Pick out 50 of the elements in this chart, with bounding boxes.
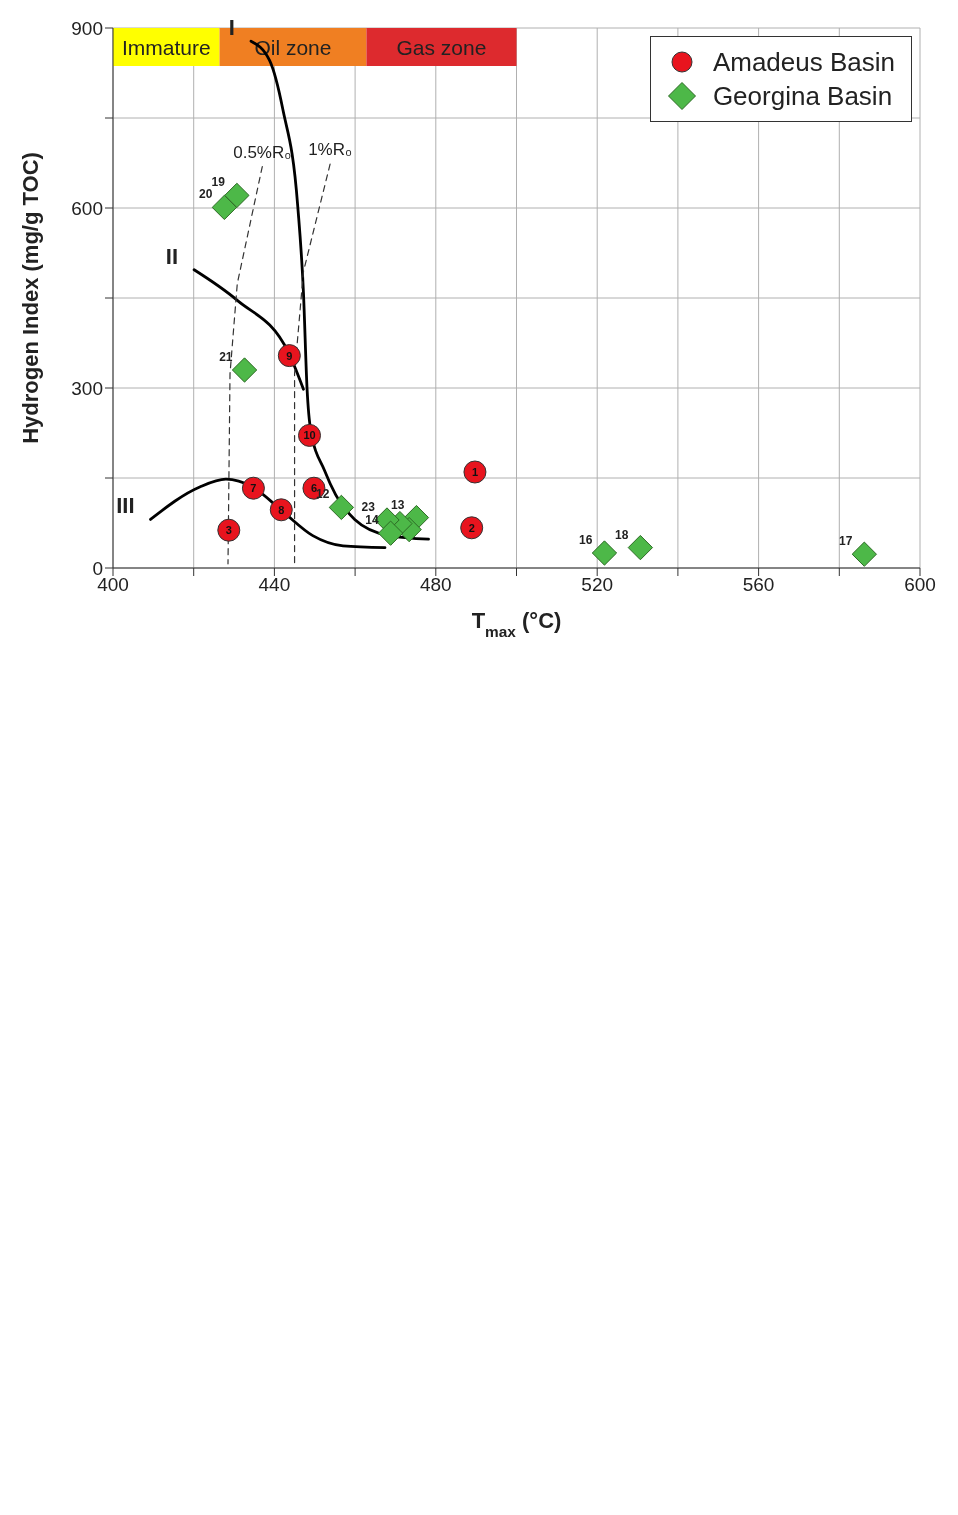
x-tick-label: 520 [581,574,614,596]
annotation: 19 [211,175,226,190]
series-label: II [165,243,179,269]
x-tick-label: 560 [742,574,775,596]
point [851,541,877,567]
point [217,518,241,542]
x-tick-label: 440 [258,574,291,596]
annotation: 9 [286,349,293,362]
annotation: 3 [225,524,232,537]
legend-label: Amadeus Basin [712,46,895,78]
point [328,494,355,521]
annotation: 1 [471,466,478,478]
annotation: 20 [199,187,213,202]
annotation: 6 [310,482,318,495]
x-tick-label: 600 [904,574,936,596]
series-label: III [116,493,135,519]
annotation: 16 [579,533,593,547]
y-tick-label: 900 [71,17,103,39]
point [224,182,250,209]
point [211,194,238,221]
x-tick-label: 480 [419,574,452,596]
point [241,476,265,500]
annotation: 13 [391,497,405,512]
band-label: Gas zone [396,36,487,59]
series-label: 1%R₀ [308,140,353,160]
annotation: 7 [250,482,257,495]
annotation: 18 [615,527,629,542]
annotation: 17 [838,534,853,549]
x-axis-title: T$_{max}$ (°C) [471,608,562,640]
annotation: 12 [316,487,330,502]
point [377,520,404,546]
annotation: 8 [278,503,285,516]
annotation: 23 [361,500,376,514]
point [231,357,258,383]
point [627,534,654,561]
point [460,516,484,540]
point [591,540,618,566]
legend-label: Georgina Basin [712,80,893,112]
annotation: 21 [219,350,233,364]
series-label: I [228,15,235,41]
band-label: Immature [121,36,211,59]
y-tick-label: 300 [71,377,103,399]
annotation: 10 [303,429,316,442]
point [463,460,487,484]
series-label: 0.5%R₀ [233,142,292,162]
annotation: 2 [468,521,475,534]
point [269,498,293,522]
y-tick-label: 600 [71,197,103,219]
point [277,344,301,368]
y-axis-title: Hydrogen Index (mg/g TOC) [18,152,43,444]
